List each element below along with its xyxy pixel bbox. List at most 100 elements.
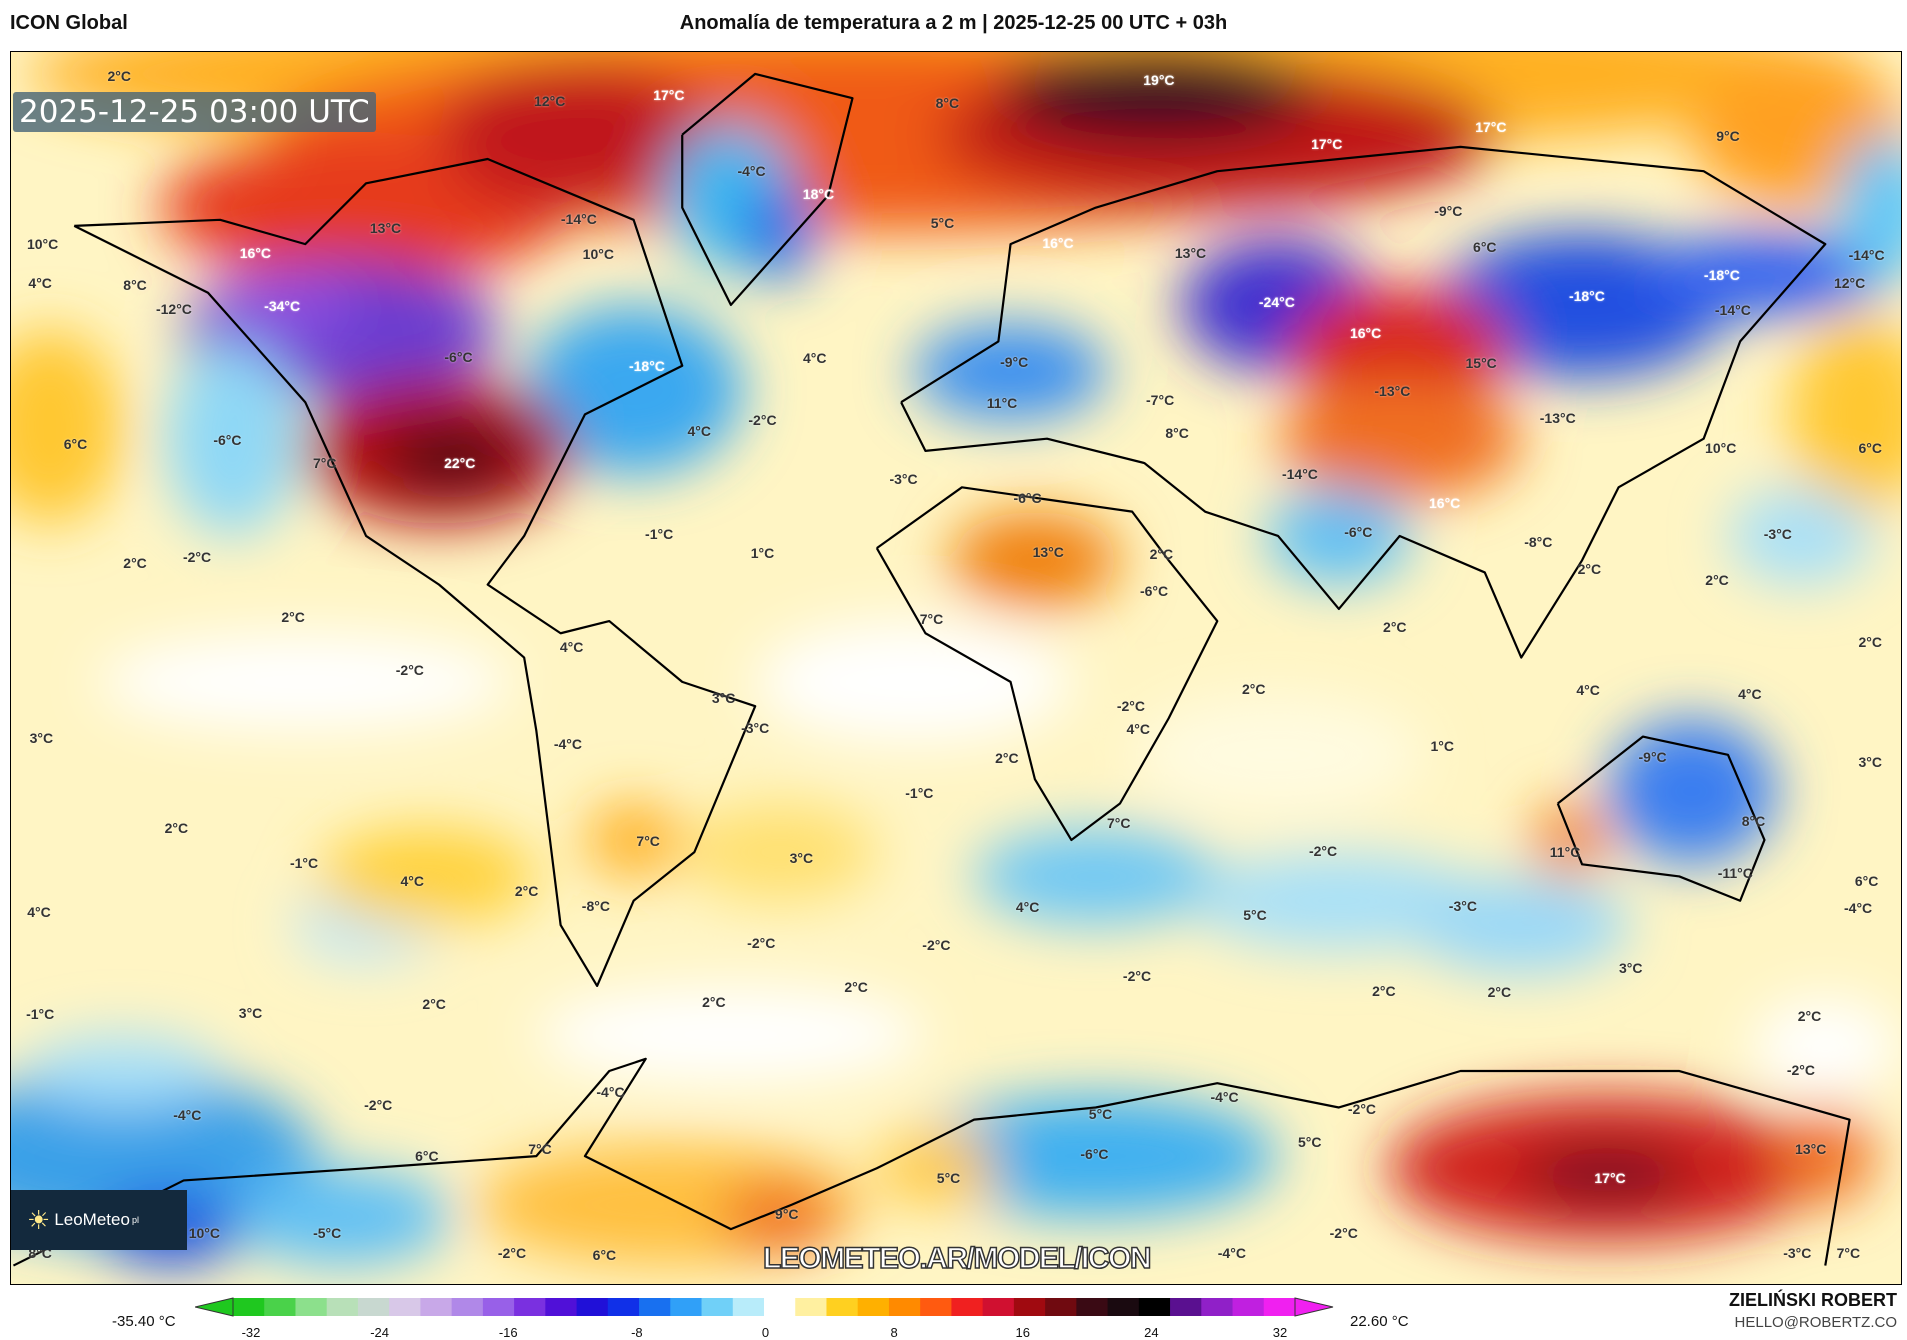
temperature-label: -14°C xyxy=(1281,465,1318,482)
temperature-label: -6°C xyxy=(1080,1145,1109,1162)
temperature-label: -4°C xyxy=(596,1083,625,1100)
temperature-label: 7°C xyxy=(312,455,337,471)
temperature-label: 3°C xyxy=(238,1004,263,1021)
temperature-label: -8°C xyxy=(581,897,610,914)
temperature-label: 17°C xyxy=(1475,119,1507,136)
temperature-label: 16°C xyxy=(1349,324,1382,341)
temperature-label: -34°C xyxy=(264,298,301,315)
temperature-label: 2°C xyxy=(702,993,726,1010)
anomaly-region xyxy=(1533,803,1607,877)
anomaly-region xyxy=(584,803,683,877)
anomaly-region xyxy=(1411,876,1631,974)
temperature-label: 4°C xyxy=(687,423,712,440)
temperature-label: 8°C xyxy=(1165,424,1189,441)
colorbar-swatch xyxy=(1045,1298,1077,1316)
colorbar-swatch xyxy=(857,1298,890,1316)
colorbar-swatch xyxy=(639,1298,671,1316)
temperature-label: -4°C xyxy=(737,163,766,180)
author-credit: ZIELIŃSKI ROBERT xyxy=(1728,1290,1897,1310)
temperature-label: 7°C xyxy=(528,1140,552,1157)
temperature-label: 9°C xyxy=(1716,127,1740,144)
colorbar-swatch xyxy=(1170,1298,1202,1316)
temperature-label: 12°C xyxy=(1833,275,1866,292)
temperature-label: -2°C xyxy=(1347,1100,1377,1117)
coastline xyxy=(875,486,1219,842)
anomaly-region xyxy=(1265,487,1412,585)
temperature-label: 19°C xyxy=(1143,71,1175,88)
temperature-anomaly-map[interactable]: 2°C 12°C 17°C 8°C 19°C 17°C 9°C 17°C -4°C 18°C -14… xyxy=(10,51,1902,1285)
temperature-label: 18°C xyxy=(802,186,835,203)
temperature-label: 13°C xyxy=(1795,1140,1827,1157)
temperature-label: 13°C xyxy=(1174,244,1207,261)
temperature-label: 5°C xyxy=(1297,1133,1322,1150)
temperature-label: -9°C xyxy=(1434,203,1463,220)
anomaly-region xyxy=(207,268,354,342)
temperature-label: 2°C xyxy=(995,750,1019,767)
temperature-label: 1°C xyxy=(1430,738,1454,755)
temperature-label: -3°C xyxy=(741,720,770,737)
temperature-label: 10°C xyxy=(1705,440,1737,457)
anomaly-region xyxy=(718,1180,841,1254)
anomaly-region xyxy=(1776,1107,1874,1205)
anomaly-region xyxy=(165,341,300,536)
colorbar-swatch xyxy=(264,1298,296,1316)
anomaly-region xyxy=(11,329,123,524)
temperature-label: -2°C xyxy=(1122,968,1152,985)
anomaly-region xyxy=(1521,1147,1692,1202)
colorbar-swatch xyxy=(545,1298,578,1316)
colorbar-swatch xyxy=(451,1298,484,1316)
temperature-label: 8°C xyxy=(123,277,147,294)
colorbar-tick-label: 0 xyxy=(761,1325,770,1340)
temperature-label: -4°C xyxy=(1844,900,1873,917)
colorbar-tick-label: -8 xyxy=(631,1325,643,1340)
logo-suffix: pl xyxy=(131,1215,139,1225)
temperature-label: 4°C xyxy=(559,638,584,655)
temperature-label: -2°C xyxy=(747,935,776,952)
colorbar-tick-label: -32 xyxy=(241,1325,261,1340)
anomaly-region xyxy=(876,1131,999,1205)
temperature-label: 4°C xyxy=(1576,682,1600,699)
anomaly-region xyxy=(1278,377,1522,500)
colorbar-swatch xyxy=(1107,1298,1140,1316)
temperature-label: -8°C xyxy=(1524,534,1553,551)
colorbar-swatch xyxy=(514,1298,546,1316)
temperature-label: -1°C xyxy=(26,1005,55,1022)
temperature-label: -2°C xyxy=(748,412,777,429)
temperature-label: 4°C xyxy=(1738,686,1762,703)
temperature-label: -13°C xyxy=(1539,410,1576,427)
colorbar-swatch xyxy=(576,1298,609,1316)
temperature-label: 6°C xyxy=(1858,440,1883,457)
anomaly-region xyxy=(536,985,926,1084)
colorbar-swatch xyxy=(701,1298,734,1316)
anomaly-region xyxy=(1192,852,1485,950)
anomaly-region xyxy=(384,426,519,488)
temperature-label: 7°C xyxy=(919,610,944,627)
valid-time-badge: 2025-12-25 03:00 UTC xyxy=(13,92,376,132)
temperature-label: 7°C xyxy=(636,833,660,850)
temperature-label: 4°C xyxy=(1126,721,1150,738)
colorbar-swatch xyxy=(920,1298,952,1316)
temperature-label: 13°C xyxy=(369,220,402,237)
temperature-label: 4°C xyxy=(28,275,52,292)
leometeo-logo[interactable]: ☀ LeoMeteo pl xyxy=(11,1190,187,1250)
temperature-label: -4°C xyxy=(553,735,583,752)
temperature-label: -6°C xyxy=(213,431,242,448)
temperature-label: -7°C xyxy=(1146,391,1175,408)
temperature-label: 11°C xyxy=(1549,844,1581,861)
temperature-label: -3°C xyxy=(889,470,918,487)
temperature-label: 10°C xyxy=(188,1224,220,1241)
temperature-label: -14°C xyxy=(1714,301,1751,318)
temperature-label: 2°C xyxy=(844,979,868,996)
colorbar-swatch xyxy=(295,1298,328,1316)
temperature-label: -6°C xyxy=(1139,582,1169,599)
colorbar-swatch xyxy=(1076,1298,1109,1316)
temperature-label: -11°C xyxy=(1717,864,1753,881)
anomaly-region xyxy=(1642,231,1887,318)
temperature-label: -4°C xyxy=(1217,1245,1246,1262)
temperature-label: 3°C xyxy=(1618,959,1643,976)
temperature-label: 12°C xyxy=(534,92,566,109)
anomaly-region xyxy=(1132,694,1424,816)
colorbar-tick-label: -24 xyxy=(370,1325,390,1340)
model-name: ICON Global xyxy=(10,12,128,34)
anomaly-region xyxy=(317,827,537,926)
